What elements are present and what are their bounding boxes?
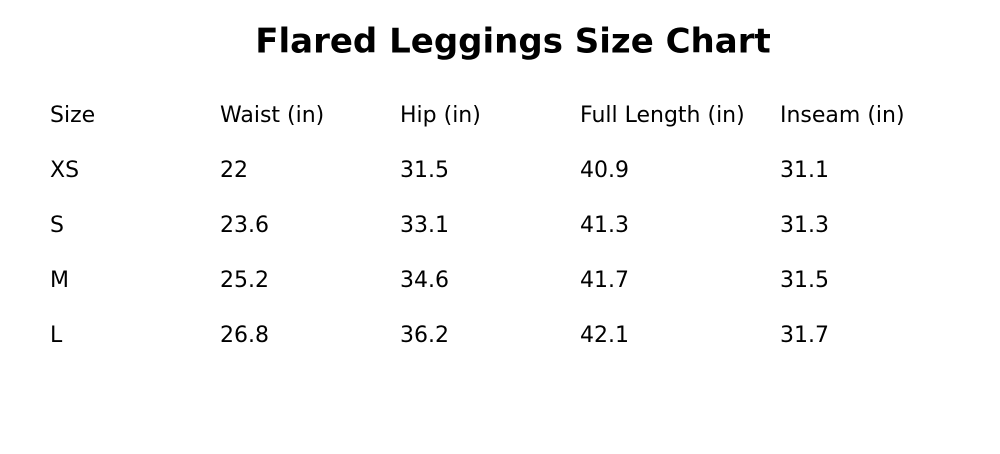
cell: 41.7 — [580, 268, 629, 293]
cell: 23.6 — [220, 213, 269, 238]
header-cell: Waist (in) — [220, 103, 324, 128]
cell: 31.3 — [780, 213, 829, 238]
size-table: Size Waist (in) Hip (in) Full Length (in) In… — [50, 103, 905, 348]
cell: S — [50, 213, 64, 238]
cell: 31.5 — [400, 158, 449, 183]
cell: 33.1 — [400, 213, 449, 238]
cell: 31.7 — [780, 323, 829, 348]
cell: 42.1 — [580, 323, 629, 348]
cell: 26.8 — [220, 323, 269, 348]
cell: M — [50, 268, 69, 293]
header-cell: Full Length (in) — [580, 103, 745, 128]
cell: 41.3 — [580, 213, 629, 238]
cell: 22 — [220, 158, 248, 183]
cell: 36.2 — [400, 323, 449, 348]
header-cell: Hip (in) — [400, 103, 481, 128]
header-cell: Inseam (in) — [780, 103, 905, 128]
cell: 31.5 — [780, 268, 829, 293]
cell: XS — [50, 158, 79, 183]
title: Flared Leggings Size Chart — [255, 22, 770, 62]
cell: 34.6 — [400, 268, 449, 293]
header-cell: Size — [50, 103, 95, 128]
cell: L — [50, 323, 63, 348]
cell: 25.2 — [220, 268, 269, 293]
cell: 31.1 — [780, 158, 829, 183]
cell: 40.9 — [580, 158, 629, 183]
